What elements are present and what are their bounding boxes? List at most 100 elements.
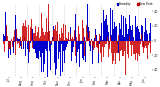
Bar	[129, 15, 130, 41]
Bar	[147, 34, 148, 41]
Bar	[10, 41, 11, 55]
Bar	[36, 36, 37, 41]
Bar	[72, 37, 73, 41]
Bar	[77, 41, 78, 52]
Bar	[17, 41, 18, 44]
Bar	[59, 34, 60, 41]
Bar	[61, 28, 62, 41]
Bar	[110, 41, 111, 64]
Bar	[63, 41, 64, 50]
Bar	[67, 41, 68, 44]
Bar	[64, 41, 65, 63]
Bar	[54, 29, 55, 41]
Bar	[27, 41, 28, 49]
Bar	[141, 25, 142, 41]
Bar	[32, 29, 33, 41]
Bar	[90, 41, 91, 45]
Bar	[87, 33, 88, 41]
Bar	[9, 41, 10, 49]
Bar	[136, 41, 137, 53]
Bar	[144, 38, 145, 41]
Bar	[112, 41, 113, 43]
Bar	[95, 41, 96, 48]
Bar	[53, 26, 54, 41]
Bar	[137, 41, 138, 61]
Bar	[93, 41, 94, 45]
Bar	[127, 34, 128, 41]
Bar	[51, 41, 52, 45]
Bar	[105, 41, 106, 44]
Bar	[145, 41, 146, 46]
Bar	[31, 33, 32, 41]
Bar	[104, 41, 105, 47]
Bar	[108, 41, 109, 58]
Bar	[128, 41, 129, 58]
Bar	[130, 41, 131, 45]
Bar	[92, 41, 93, 46]
Bar	[56, 41, 57, 69]
Bar	[139, 32, 140, 41]
Bar	[73, 41, 74, 47]
Bar	[86, 25, 87, 41]
Bar	[25, 20, 26, 41]
Bar	[61, 41, 62, 44]
Bar	[135, 41, 136, 60]
Bar	[71, 39, 72, 41]
Bar	[67, 39, 68, 41]
Bar	[12, 41, 13, 45]
Bar	[13, 41, 14, 53]
Bar	[75, 41, 76, 56]
Bar	[60, 41, 61, 76]
Bar	[47, 41, 48, 77]
Bar	[133, 41, 134, 54]
Bar	[32, 41, 33, 48]
Bar	[90, 41, 91, 51]
Bar	[35, 26, 36, 41]
Bar	[37, 41, 38, 58]
Bar	[11, 40, 12, 41]
Bar	[48, 22, 49, 41]
Bar	[92, 41, 93, 64]
Bar	[60, 38, 61, 41]
Bar	[19, 41, 20, 48]
Bar	[28, 25, 29, 41]
Bar	[29, 41, 30, 49]
Bar	[134, 41, 135, 42]
Bar	[100, 36, 101, 41]
Bar	[139, 41, 140, 56]
Bar	[122, 41, 123, 56]
Bar	[78, 41, 79, 49]
Bar	[106, 41, 107, 44]
Bar	[88, 27, 89, 41]
Bar	[25, 41, 26, 56]
Bar	[109, 41, 110, 44]
Bar	[74, 30, 75, 41]
Bar	[136, 27, 137, 41]
Bar	[19, 39, 20, 41]
Bar	[124, 37, 125, 41]
Bar	[80, 41, 81, 44]
Bar	[144, 25, 145, 41]
Bar	[50, 41, 51, 44]
Bar	[70, 34, 71, 41]
Bar	[70, 27, 71, 41]
Bar	[99, 34, 100, 41]
Bar	[87, 4, 88, 41]
Bar	[30, 27, 31, 41]
Bar	[3, 41, 4, 44]
Bar	[66, 37, 67, 41]
Bar	[46, 41, 47, 51]
Bar	[4, 36, 5, 41]
Bar	[47, 32, 48, 41]
Bar	[54, 41, 55, 63]
Bar	[73, 39, 74, 41]
Bar	[23, 41, 24, 49]
Bar	[40, 36, 41, 41]
Bar	[52, 15, 53, 41]
Bar	[148, 41, 149, 45]
Bar	[150, 23, 151, 41]
Bar	[129, 36, 130, 41]
Bar	[93, 41, 94, 50]
Bar	[98, 41, 99, 53]
Bar	[133, 37, 134, 41]
